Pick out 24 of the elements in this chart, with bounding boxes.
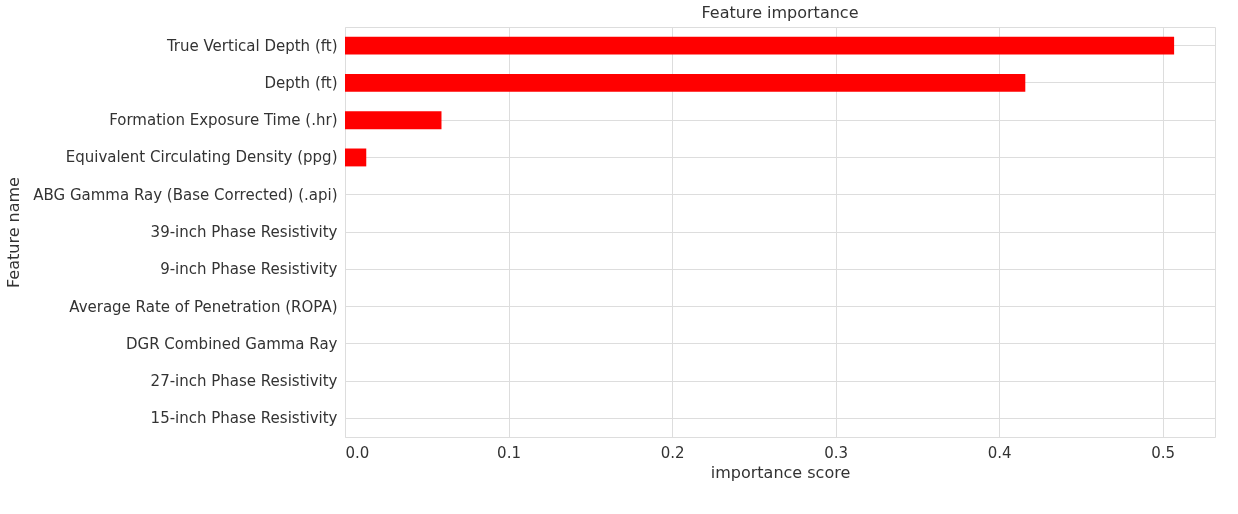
y-tick-label: 39-inch Phase Resistivity: [150, 223, 338, 241]
x-tick-label: 0.0: [345, 443, 370, 462]
y-tick-label: Average Rate of Penetration (ROPA): [69, 297, 338, 316]
y-tick-label: 27-inch Phase Resistivity: [150, 372, 338, 391]
bar: [345, 36, 1175, 55]
bar: [345, 111, 442, 130]
y-tick-label: Formation Exposure Time (.hr): [109, 111, 338, 130]
x-tick-label: 0.5: [1151, 443, 1176, 462]
y-tick-label: Depth (ft): [264, 73, 338, 92]
x-tick-label: 0.4: [987, 443, 1012, 462]
x-tick-label: 0.2: [660, 443, 685, 462]
y-tick-label: 15-inch Phase Resistivity: [150, 409, 338, 428]
y-tick-label: DGR Combined Gamma Ray: [125, 334, 338, 353]
bar: [345, 73, 1026, 92]
bar: [345, 148, 367, 167]
y-axis-title: Feature name: [3, 177, 23, 288]
x-axis-title: importance score: [710, 462, 851, 482]
y-tick-label: Equivalent Circulating Density (ppg): [65, 148, 338, 167]
chart-title: Feature importance: [701, 3, 859, 22]
y-tick-label: True Vertical Depth (ft): [165, 36, 338, 55]
y-tick-label: ABG Gamma Ray (Base Corrected) (.api): [33, 185, 338, 204]
x-tick-label: 0.3: [824, 443, 849, 462]
y-tick-label: 9-inch Phase Resistivity: [160, 260, 338, 279]
x-tick-label: 0.1: [497, 443, 521, 462]
